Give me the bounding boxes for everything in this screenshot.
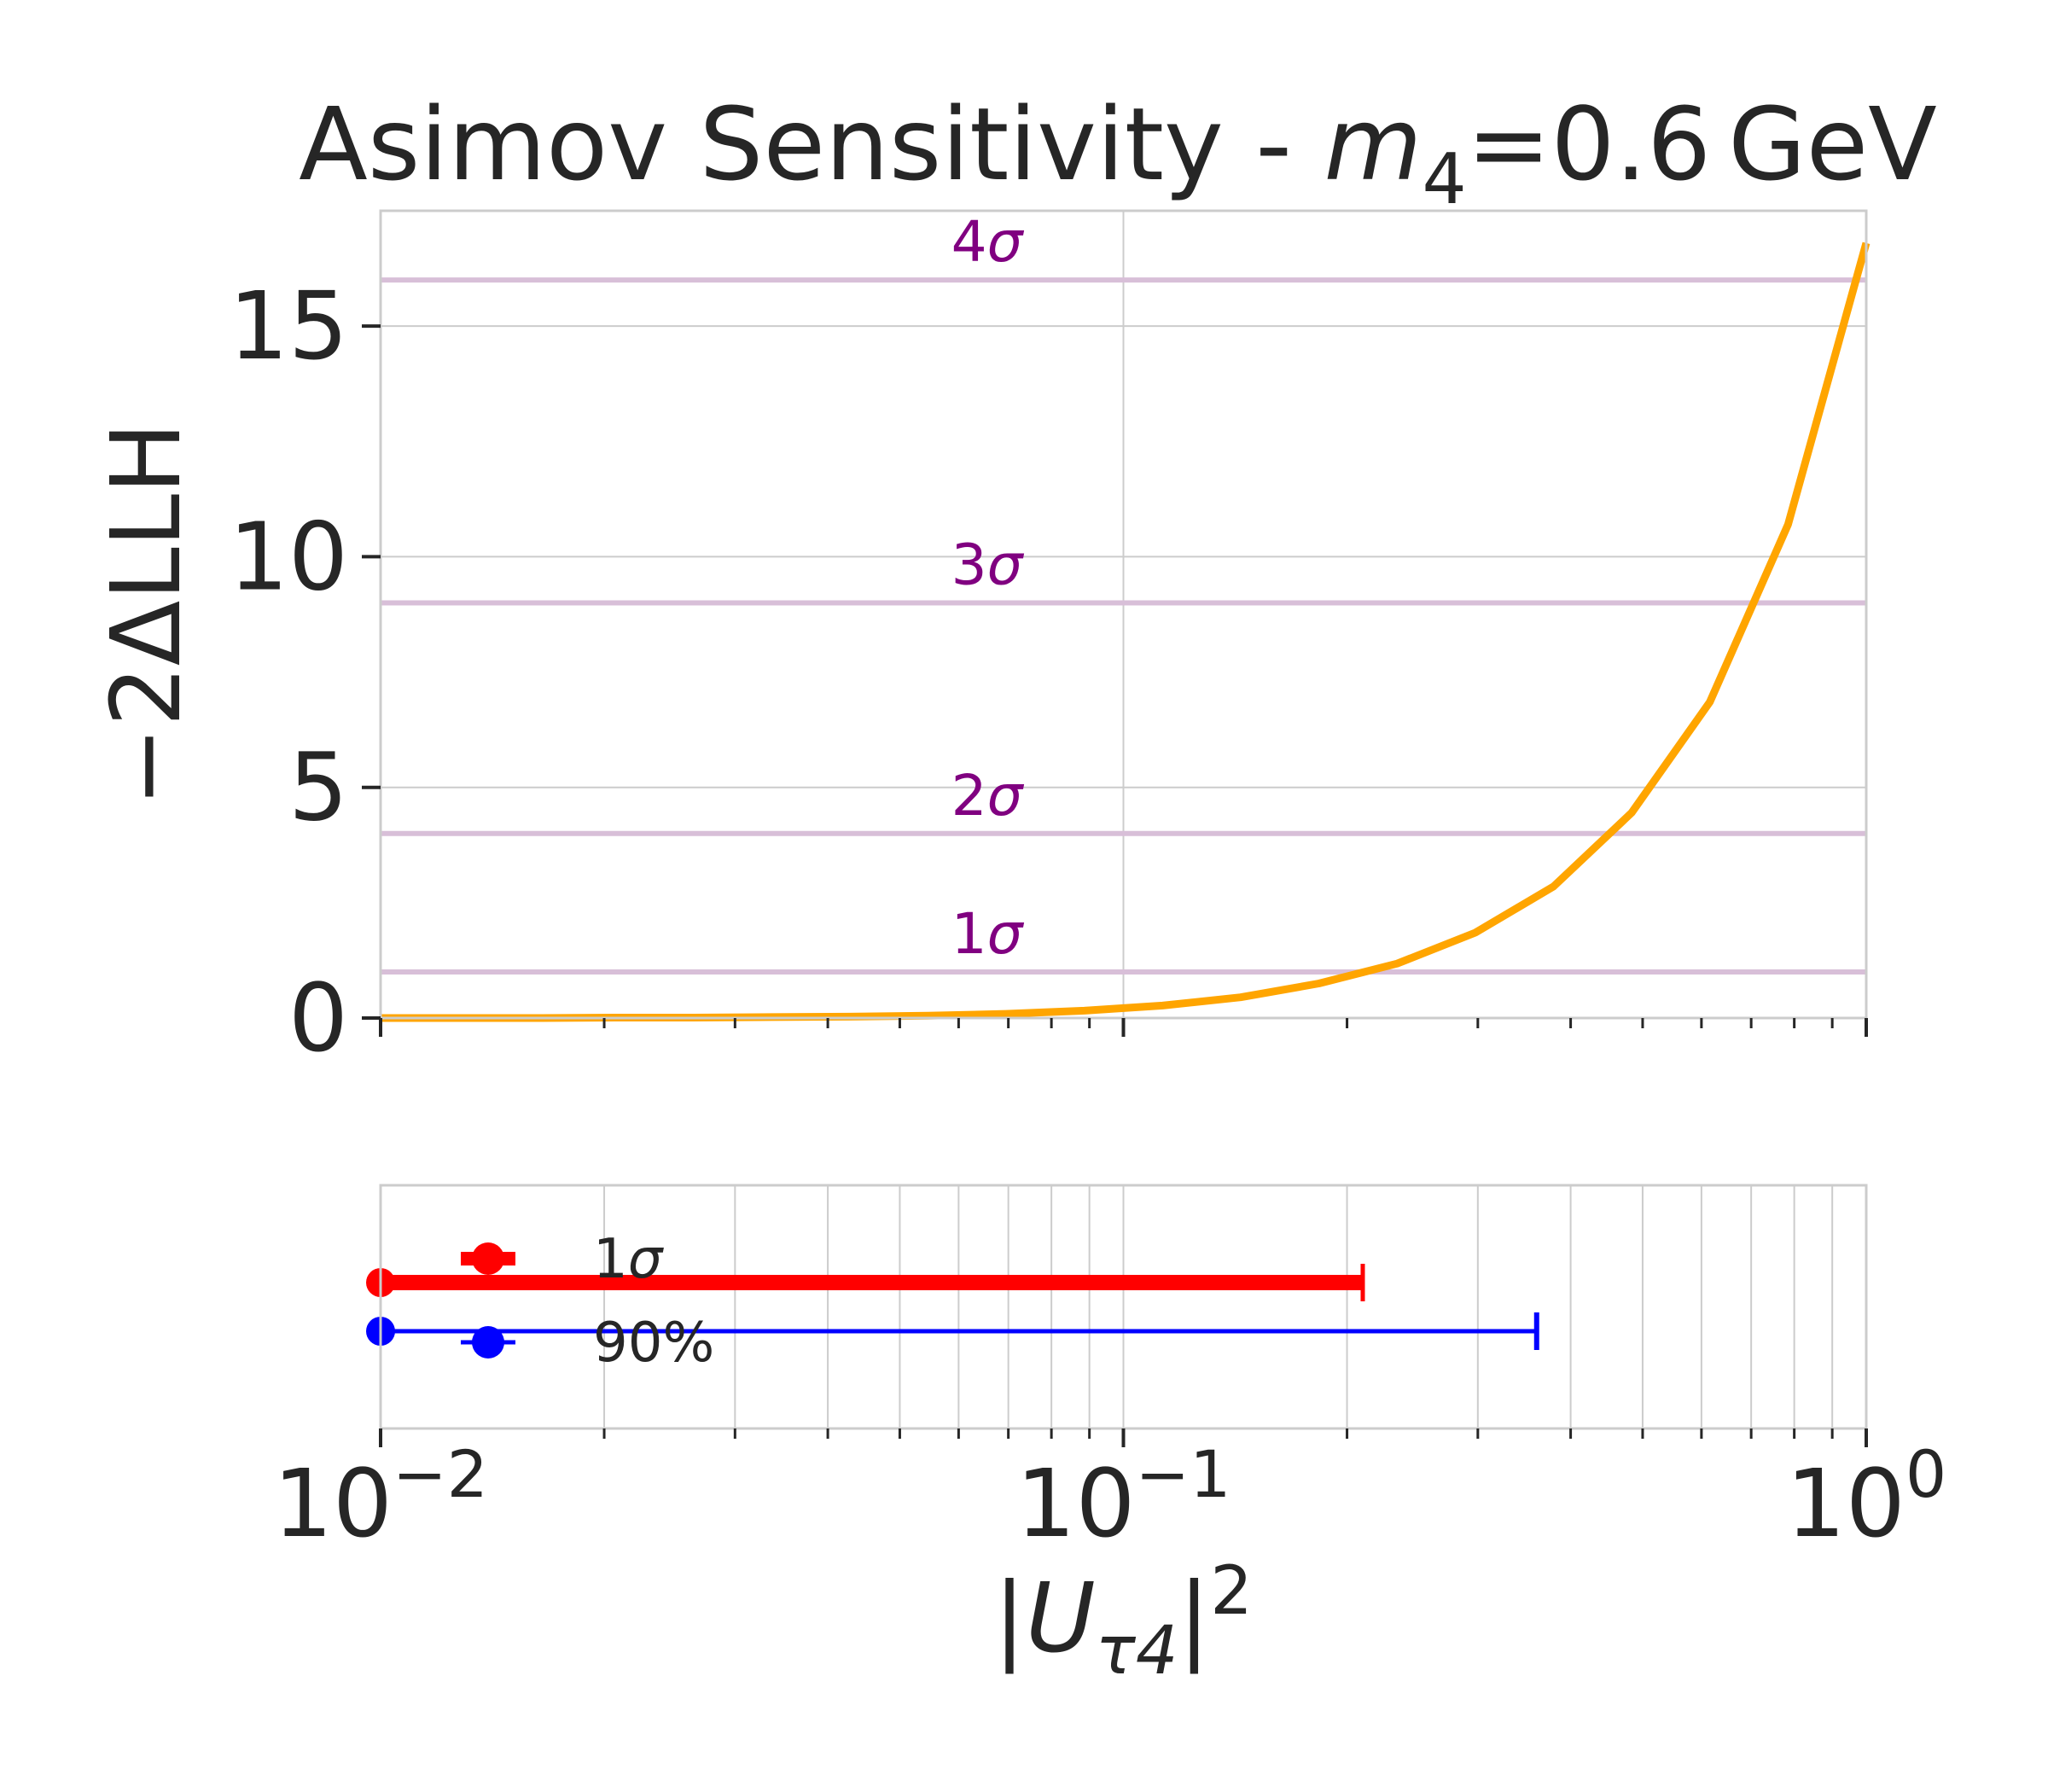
- sigma-label: 2σ: [951, 763, 1025, 829]
- y-tick-label: 5: [288, 733, 348, 842]
- legend-label-symbol: σ: [628, 1228, 665, 1291]
- x-tick-label: 10−1: [1015, 1436, 1231, 1558]
- title-mass-symbol: m: [1324, 85, 1422, 203]
- x-tick-exponent: −1: [1135, 1436, 1231, 1512]
- y-tick-label: 0: [288, 963, 348, 1073]
- x-tick-exponent: −2: [393, 1436, 488, 1512]
- sigma-label-number: 2: [951, 763, 987, 829]
- sigma-label: 4σ: [951, 209, 1025, 275]
- ninety-percent-legend-marker: [472, 1326, 504, 1359]
- chart-title: Asimov Sensitivity - m4=0.6 GeV: [299, 85, 1937, 220]
- x-label-bar-left: |: [993, 1563, 1026, 1674]
- x-label-superscript: 2: [1210, 1553, 1253, 1630]
- x-label-subscript: τ4: [1096, 1613, 1178, 1690]
- legend: 1σ 90%: [461, 1228, 714, 1375]
- x-tick-label: 10−2: [273, 1436, 488, 1558]
- sigma-label-symbol: σ: [987, 532, 1025, 597]
- sigma-label-symbol: σ: [987, 763, 1025, 829]
- title-mass-unit: GeV: [1728, 85, 1937, 203]
- x-tick-label: 100: [1786, 1436, 1946, 1558]
- sigma-label: 3σ: [951, 532, 1025, 597]
- title-mass-value: =0.6: [1467, 85, 1712, 203]
- sigma-label: 1σ: [951, 901, 1025, 967]
- x-tick-base: 10: [273, 1449, 393, 1558]
- legend-label-number: 1: [593, 1228, 628, 1291]
- sigma-label-number: 4: [951, 209, 987, 275]
- sigma-label-symbol: σ: [987, 209, 1025, 275]
- y-tick-label: 10: [229, 502, 348, 611]
- x-tick-base: 10: [1786, 1449, 1905, 1558]
- title-mass-subscript: 4: [1422, 139, 1466, 220]
- sigma-label-number: 3: [951, 532, 987, 597]
- x-label-bar-right: |: [1178, 1563, 1210, 1674]
- bottom-ticks: 10−2 10−1 100: [273, 1428, 1946, 1558]
- top-ticks: 0 5 10 15: [229, 271, 1868, 1073]
- x-tick-exponent: 0: [1905, 1436, 1946, 1512]
- sigma-label-number: 1: [951, 901, 987, 967]
- one-sigma-legend-label: 1σ: [593, 1228, 665, 1291]
- x-axis-label: |Uτ4|2: [993, 1553, 1253, 1690]
- one-sigma-legend-marker: [472, 1242, 504, 1275]
- ninety-percent-legend-label: 90%: [593, 1312, 714, 1375]
- y-tick-label: 15: [229, 271, 348, 381]
- sigma-label-symbol: σ: [987, 901, 1025, 967]
- y-axis-label: −2ΔLLH: [91, 422, 202, 807]
- x-tick-base: 10: [1015, 1449, 1135, 1558]
- x-label-symbol: U: [1026, 1563, 1096, 1674]
- title-prefix: Asimov Sensitivity -: [299, 85, 1324, 203]
- bottom-grid: [380, 1185, 1867, 1428]
